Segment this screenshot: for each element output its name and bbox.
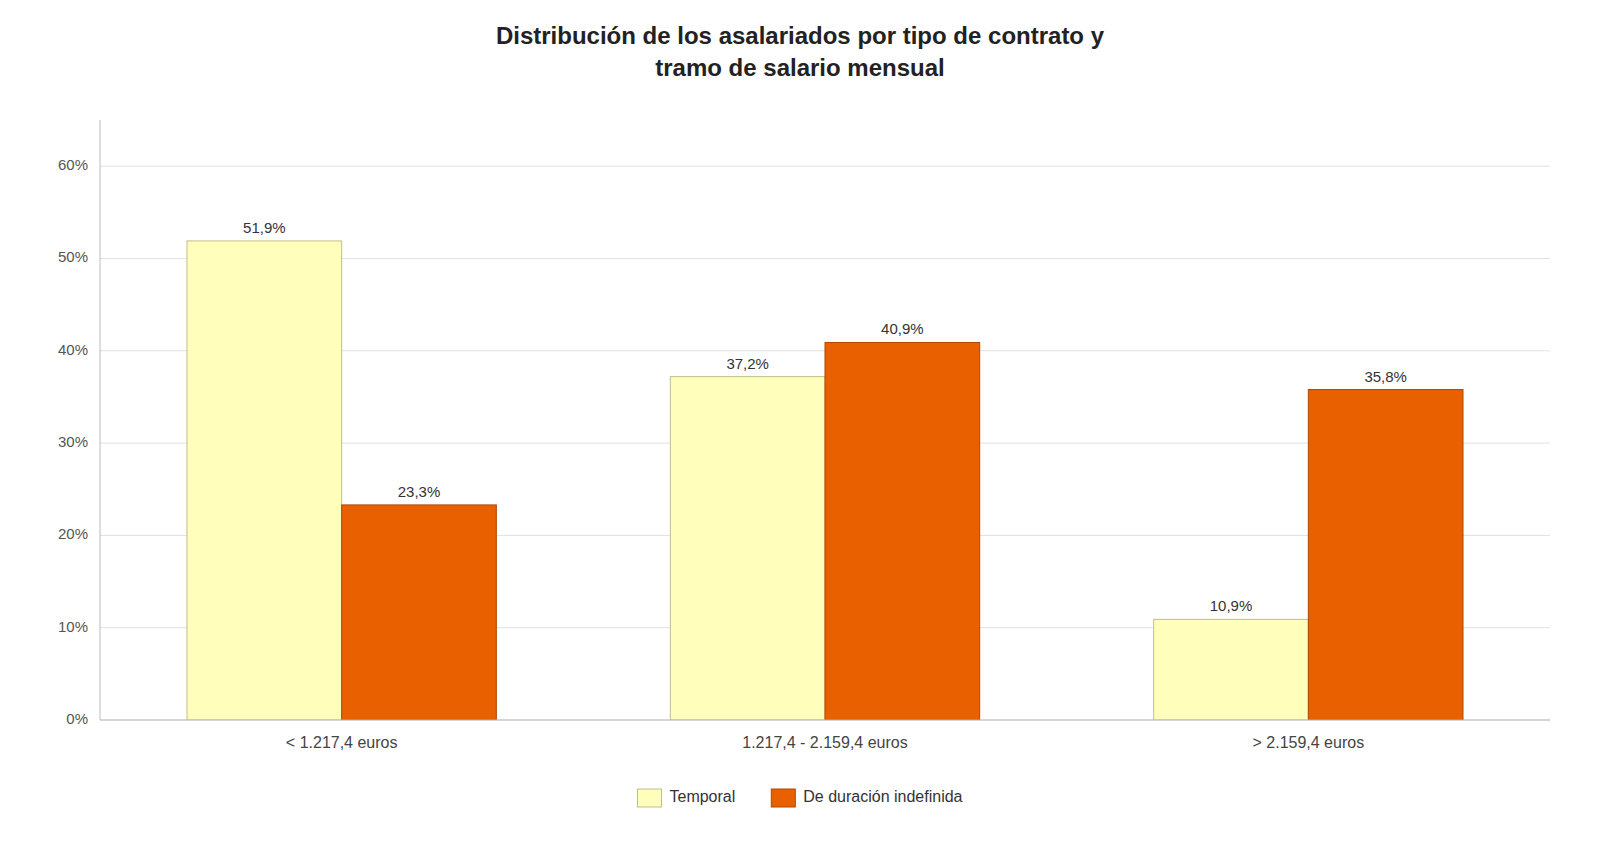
legend-label: Temporal <box>669 788 735 805</box>
data-label: 10,9% <box>1210 597 1253 614</box>
bar <box>825 342 980 720</box>
chart-svg: Distribución de los asalariados por tipo… <box>0 0 1600 844</box>
legend-item: Temporal <box>637 788 735 807</box>
legend-swatch <box>771 789 795 807</box>
x-axis-line <box>100 720 1550 721</box>
x-tick-label: 1.217,4 - 2.159,4 euros <box>742 734 907 751</box>
chart-title-line: tramo de salario mensual <box>655 54 944 81</box>
legend-swatch <box>637 789 661 807</box>
legend-label: De duración indefinida <box>803 788 962 805</box>
y-tick-label: 30% <box>58 433 88 450</box>
y-axis-line <box>100 120 101 720</box>
y-tick-label: 50% <box>58 248 88 265</box>
y-tick-label: 60% <box>58 156 88 173</box>
x-tick-label: > 2.159,4 euros <box>1253 734 1365 751</box>
y-tick-label: 10% <box>58 618 88 635</box>
data-label: 35,8% <box>1364 368 1407 385</box>
y-tick-label: 20% <box>58 525 88 542</box>
data-labels: 51,9% 37,2% 10,9% 23,3% 40,9% 35,8% <box>243 219 1407 614</box>
x-axis: < 1.217,4 euros 1.217,4 - 2.159,4 euros > … <box>286 734 1364 751</box>
data-label: 23,3% <box>398 483 441 500</box>
data-label: 40,9% <box>881 320 924 337</box>
legend: Temporal De duración indefinida <box>637 788 962 807</box>
bar <box>1308 390 1463 720</box>
chart-title-line: Distribución de los asalariados por tipo… <box>496 22 1105 49</box>
y-axis: 0% 10% 20% 30% 40% 50% 60% <box>58 156 1550 727</box>
data-label: 37,2% <box>726 355 769 372</box>
y-tick-label: 40% <box>58 341 88 358</box>
data-label: 51,9% <box>243 219 286 236</box>
chart-title: Distribución de los asalariados por tipo… <box>496 22 1105 81</box>
grid-line <box>100 720 1550 721</box>
y-tick-label: 0% <box>66 710 88 727</box>
bars <box>187 241 1463 720</box>
x-tick-label: < 1.217,4 euros <box>286 734 398 751</box>
bar <box>670 377 825 720</box>
legend-item: De duración indefinida <box>771 788 962 807</box>
bar <box>1154 619 1309 720</box>
grid-line <box>100 166 1550 167</box>
bar <box>342 505 497 720</box>
bar <box>187 241 342 720</box>
chart-container: Distribución de los asalariados por tipo… <box>0 0 1600 844</box>
